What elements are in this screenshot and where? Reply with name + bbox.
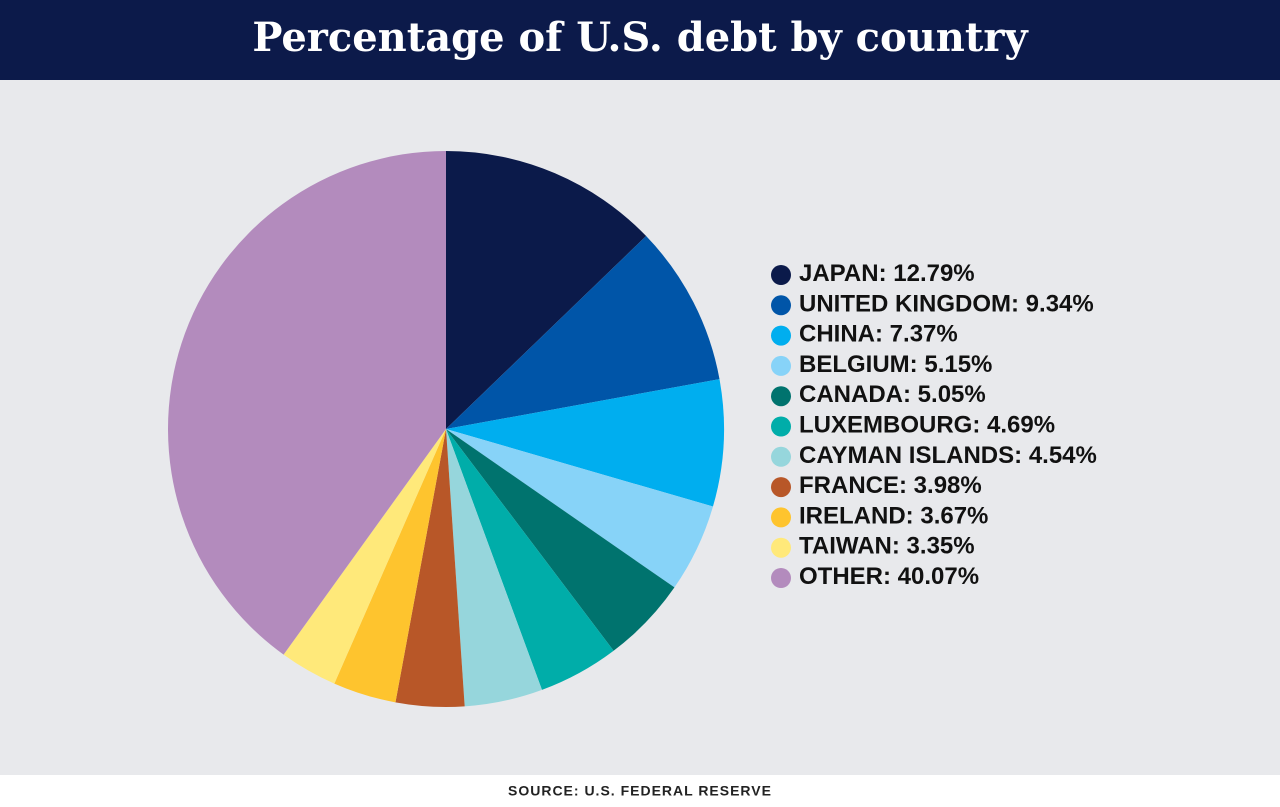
legend-label: OTHER: 40.07%: [799, 563, 979, 590]
legend-category: BELGIUM: [799, 351, 910, 378]
legend-label: FRANCE: 3.98%: [799, 472, 982, 499]
legend-label: TAIWAN: 3.35%: [799, 533, 975, 560]
legend-separator: :: [1014, 442, 1029, 469]
legend-marker: [771, 386, 791, 407]
chart-title: Percentage of U.S. debt by country: [252, 14, 1029, 61]
pie-slice: [446, 151, 647, 429]
legend-separator: :: [879, 260, 894, 287]
legend-label: BELGIUM: 5.15%: [799, 351, 992, 378]
pie-slice: [446, 236, 720, 429]
legend-category: CAYMAN ISLANDS: [799, 442, 1014, 469]
legend-marker: [771, 355, 791, 376]
legend-value: 7.37%: [890, 321, 958, 348]
legend-separator: :: [1011, 291, 1026, 318]
legend-marker: [771, 477, 791, 498]
legend-label: CANADA: 5.05%: [799, 382, 986, 409]
legend-category: LUXEMBOURG: [799, 412, 972, 439]
legend-label: UNITED KINGDOM: 9.34%: [799, 291, 1094, 318]
legend-marker: [771, 507, 791, 528]
legend-label: CHINA: 7.37%: [799, 321, 958, 348]
legend-label: IRELAND: 3.67%: [799, 503, 988, 530]
pie-slice: [446, 429, 713, 588]
legend-marker: [771, 537, 791, 558]
legend-separator: :: [972, 412, 987, 439]
legend-value: 4.54%: [1029, 442, 1097, 469]
legend-marker: [771, 568, 791, 588]
legend-marker: [771, 295, 791, 316]
legend-value: 4.69%: [987, 412, 1055, 439]
legend-marker: [771, 416, 791, 437]
pie-slice: [395, 429, 465, 707]
pie-slice: [446, 429, 614, 690]
pie-slice: [167, 151, 446, 655]
legend-separator: :: [875, 321, 890, 348]
legend-separator: :: [883, 563, 898, 590]
legend-label: LUXEMBOURG: 4.69%: [799, 412, 1055, 439]
legend-category: CANADA: [799, 382, 903, 409]
legend-separator: :: [910, 351, 925, 378]
legend-category: IRELAND: [799, 503, 906, 530]
legend-category: JAPAN: [799, 260, 879, 287]
legend-marker: [771, 325, 791, 346]
legend-marker: [771, 265, 791, 285]
legend-separator: :: [899, 472, 914, 499]
legend-category: OTHER: [799, 563, 883, 590]
pie-slice: [446, 379, 725, 507]
legend-label: JAPAN: 12.79%: [799, 260, 975, 287]
legend-value: 5.15%: [924, 351, 992, 378]
legend-category: CHINA: [799, 321, 875, 348]
legend-value: 3.67%: [920, 503, 988, 530]
legend-category: FRANCE: [799, 472, 899, 499]
legend-label: CAYMAN ISLANDS: 4.54%: [799, 442, 1097, 469]
legend-separator: :: [903, 382, 918, 409]
pie-slice: [283, 429, 446, 684]
pie-slice: [446, 429, 675, 651]
legend-value: 3.98%: [914, 472, 982, 499]
legend-separator: :: [892, 533, 907, 560]
pie-slice: [446, 429, 542, 707]
legend-value: 40.07%: [898, 563, 979, 590]
legend-marker: [771, 446, 791, 467]
header-band: [0, 0, 1280, 80]
legend-category: UNITED KINGDOM: [799, 291, 1011, 318]
pie-slice: [334, 429, 446, 703]
legend-value: 12.79%: [893, 260, 974, 287]
legend-separator: :: [906, 503, 921, 530]
legend-category: TAIWAN: [799, 533, 892, 560]
source-note: SOURCE: U.S. FEDERAL RESERVE: [508, 783, 772, 799]
legend-value: 9.34%: [1026, 291, 1094, 318]
legend-value: 3.35%: [907, 533, 975, 560]
legend-value: 5.05%: [918, 382, 986, 409]
